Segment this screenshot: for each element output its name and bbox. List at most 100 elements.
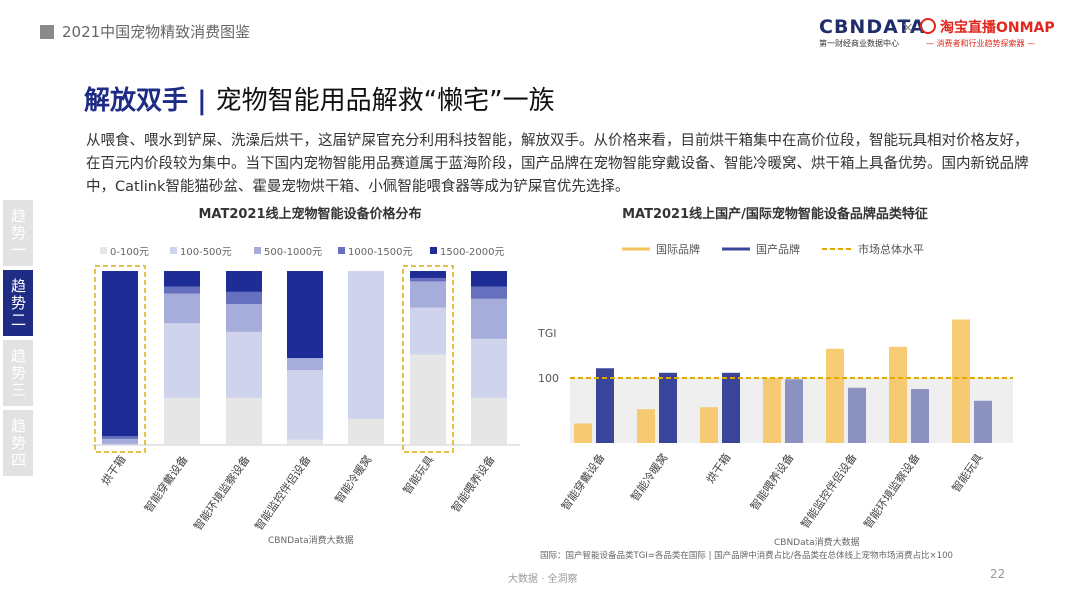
chart1-bar-segment — [226, 331, 262, 399]
chart1-bar-segment — [348, 271, 384, 419]
title-main: 解放双手 — [84, 86, 189, 116]
chart1-legend-label: 1500-2000元 — [440, 247, 505, 258]
chart2-ytick: 100 — [538, 372, 559, 385]
chart1-legend-swatch — [100, 247, 107, 254]
chart1-bar-segment — [102, 438, 138, 445]
tab-trend-4[interactable]: 趋势四 — [3, 410, 33, 476]
chart1-bar-segment — [348, 418, 384, 445]
chart1-bar-segment — [226, 304, 262, 332]
report-title: 2021中国宠物精致消费图鉴 — [62, 23, 251, 41]
footer-slogan: 大数据 · 全洞察 — [508, 574, 578, 585]
chart1-bar-segment — [164, 293, 200, 324]
chart2-category-label: 智能监控伴侣设备 — [798, 451, 860, 531]
chart2-category-label: 智能喂养设备 — [747, 451, 796, 513]
chart1-category-label: 智能穿戴设备 — [141, 453, 190, 515]
chart1-legend-swatch — [338, 247, 345, 254]
chart1-title: MAT2021线上宠物智能设备价格分布 — [198, 206, 421, 222]
chart1-legend-swatch — [254, 247, 261, 254]
chart2-category-label: 烘干箱 — [703, 451, 733, 486]
chart1-bar-segment — [102, 436, 138, 439]
chart1-source: CBNData消费大数据 — [268, 536, 354, 546]
chart2-bar-intl — [637, 409, 655, 443]
chart2-bar-domestic — [785, 379, 803, 443]
chart1-category-label: 智能冷暖窝 — [331, 453, 374, 506]
chart1-legend-label: 500-1000元 — [264, 247, 322, 258]
chart2-bar-intl — [826, 348, 844, 443]
chart2-bar-domestic — [911, 389, 929, 443]
cbndata-tagline: 第一财经商业数据中心 — [819, 39, 899, 48]
section-tabs: 趋势一 趋势二 趋势三 趋势四 — [3, 200, 33, 480]
chart1-legend-label: 100-500元 — [180, 247, 232, 258]
chart1-bar-segment — [410, 281, 446, 308]
chart2-category-label: 智能环境监察设备 — [861, 451, 923, 531]
brand-cross: × — [902, 20, 914, 36]
chart2-bar-domestic — [848, 387, 866, 443]
chart1-bar-segment — [226, 291, 262, 305]
chart2-source: CBNData消费大数据 — [774, 538, 860, 548]
chart1-bar-segment — [287, 271, 323, 358]
chart2-legend-label: 市场总体水平 — [858, 242, 924, 256]
chart1-bar-segment — [410, 307, 446, 355]
tab-trend-1[interactable]: 趋势一 — [3, 200, 33, 266]
chart1-category-label: 智能监控伴侣设备 — [252, 453, 314, 533]
chart1-bar-segment — [102, 444, 138, 445]
chart1-bar-segment — [226, 398, 262, 445]
chart2-bar-intl — [952, 319, 970, 443]
chart2-title: MAT2021线上国产/国际宠物智能设备品牌品类特征 — [622, 206, 928, 222]
chart1-bar-segment — [410, 354, 446, 445]
body-paragraph: 从喂食、喂水到铲屎、洗澡后烘干，这届铲屎官充分利用科技智能，解放双手。从价格来看… — [86, 133, 1029, 195]
chart2-category-label: 智能玩具 — [949, 451, 986, 495]
chart1-category-label: 智能玩具 — [400, 453, 437, 497]
chart1-bar-segment — [471, 271, 507, 287]
chart1-bar-segment — [287, 439, 323, 445]
chart1-bar-segment — [471, 398, 507, 445]
taobao-tagline: — 消费者和行业趋势探索器 — — [926, 39, 1036, 48]
header-square-icon — [40, 25, 54, 39]
tab-trend-2[interactable]: 趋势二 — [3, 270, 33, 336]
chart1-bar-segment — [226, 271, 262, 292]
chart1-bar-segment — [164, 323, 200, 399]
chart1-category-label: 智能环境监察设备 — [191, 453, 253, 533]
title-sub: 宠物智能用品解救“懒宅”一族 — [215, 86, 555, 116]
chart1-bar-segment — [102, 271, 138, 437]
taobao-live-icon — [920, 18, 936, 34]
chart2-ylabel: TGI — [537, 327, 557, 340]
chart1-bar-segment — [164, 286, 200, 294]
chart1-bar-segment — [471, 338, 507, 399]
chart2-legend-label: 国产品牌 — [756, 242, 800, 256]
chart1-legend-swatch — [170, 247, 177, 254]
chart1-bar-segment — [164, 398, 200, 445]
chart2-bar-domestic — [659, 372, 677, 443]
chart1-category-label: 烘干箱 — [98, 453, 128, 488]
chart1-legend-label: 0-100元 — [110, 247, 149, 258]
chart1-category-label: 智能喂养设备 — [448, 453, 497, 515]
chart2-legend-label: 国际品牌 — [656, 242, 700, 256]
chart1-bar-segment — [410, 277, 446, 282]
taobao-logo: 淘宝直播ONMAP — [940, 20, 1055, 36]
chart1-bar-segment — [164, 271, 200, 287]
cbndata-logo: CBNDATA — [819, 16, 926, 38]
chart1-bar-segment — [410, 271, 446, 278]
tab-trend-3[interactable]: 趋势三 — [3, 340, 33, 406]
page-number: 22 — [990, 567, 1006, 581]
chart1-highlight-box — [402, 265, 454, 453]
chart1-bar-segment — [471, 286, 507, 299]
chart1-bar-segment — [471, 298, 507, 339]
chart2-note: 国际：国产智能设备品类TGI=各品类在国际 | 国产品牌中消费占比/各品类在总体… — [540, 551, 953, 561]
chart2-category-label: 智能穿戴设备 — [558, 451, 607, 513]
chart2-bar-intl — [700, 407, 718, 443]
chart1-legend-swatch — [430, 247, 437, 254]
chart1-legend-label: 1000-1500元 — [348, 247, 413, 258]
chart1-highlight-box — [94, 265, 146, 453]
chart2-bar-intl — [574, 423, 592, 443]
chart2-category-label: 智能冷暖窝 — [627, 451, 670, 504]
chart2-bar-domestic — [722, 372, 740, 443]
chart2-bar-domestic — [974, 400, 992, 443]
chart1-bar-segment — [287, 370, 323, 440]
chart2-bar-intl — [889, 346, 907, 443]
chart2-bar-intl — [763, 378, 781, 443]
page-title: 解放双手 | 宠物智能用品解救“懒宅”一族 — [84, 80, 555, 117]
chart2-bar-domestic — [596, 368, 614, 443]
chart1-bar-segment — [287, 358, 323, 371]
